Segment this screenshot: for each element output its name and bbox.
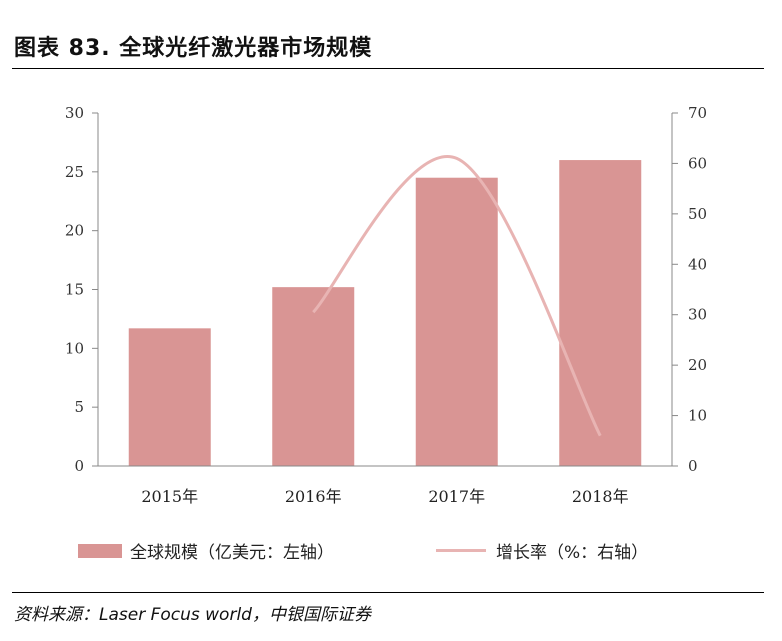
legend-item-bars: 全球规模（亿美元：左轴） <box>78 538 334 563</box>
legend-bar-swatch <box>78 543 122 558</box>
right-tick-label: 40 <box>688 255 707 273</box>
chart-title: 图表 83. 全球光纤激光器市场规模 <box>14 36 373 61</box>
left-axis-ticks: 0 5 10 15 20 25 30 <box>65 104 98 475</box>
top-divider <box>12 68 764 69</box>
left-tick-label: 0 <box>74 457 84 475</box>
right-tick-label: 20 <box>688 356 707 374</box>
right-tick-label: 60 <box>688 154 707 172</box>
right-tick-label: 50 <box>688 205 707 223</box>
left-tick-label: 30 <box>65 104 84 122</box>
category-label: 2017年 <box>428 487 485 506</box>
bar-1 <box>272 287 355 466</box>
legend-line-label: 增长率（%：右轴） <box>496 543 649 563</box>
growth-rate-line <box>312 154 602 437</box>
legend-item-line: 增长率（%：右轴） <box>436 538 648 563</box>
bar-0 <box>128 328 211 466</box>
bar-2 <box>415 177 498 466</box>
left-tick-label: 5 <box>74 398 84 416</box>
right-tick-label: 0 <box>688 457 698 475</box>
left-tick-label: 25 <box>65 163 84 181</box>
bottom-divider <box>12 592 764 593</box>
right-tick-label: 70 <box>688 104 707 122</box>
left-tick-label: 20 <box>65 222 84 240</box>
bar-series <box>128 160 642 467</box>
line-series <box>312 154 602 437</box>
category-labels: 2015年 2016年 2017年 2018年 <box>141 487 628 506</box>
left-tick-label: 15 <box>65 281 84 299</box>
category-label: 2018年 <box>572 487 629 506</box>
legend-bar-label: 全球规模（亿美元：左轴） <box>130 543 334 563</box>
category-label: 2015年 <box>141 487 198 506</box>
right-tick-label: 30 <box>688 306 707 324</box>
right-tick-label: 10 <box>688 407 707 425</box>
right-axis-ticks: 0 10 20 30 40 50 60 70 <box>672 104 707 475</box>
category-label: 2016年 <box>285 487 342 506</box>
left-tick-label: 10 <box>65 339 84 357</box>
legend-line-swatch <box>436 549 486 552</box>
bar-3 <box>559 160 642 467</box>
source-note: 资料来源：Laser Focus world，中银国际证券 <box>14 605 371 625</box>
